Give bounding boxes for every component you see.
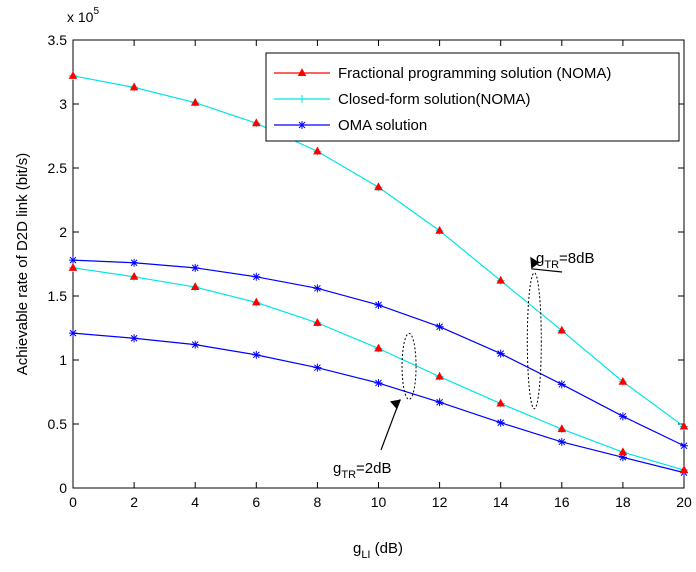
y-multiplier: x 105 [67, 6, 99, 25]
x-tick-label: 10 [371, 494, 387, 510]
data-point [618, 453, 627, 462]
data-point [68, 71, 78, 79]
y-tick-label: 3 [59, 96, 67, 112]
data-point [557, 380, 566, 389]
legend-marker [298, 95, 306, 103]
legend-label: OMA solution [338, 117, 427, 134]
y-tick-label: 2 [59, 224, 67, 240]
y-tick-label: 1.5 [48, 288, 68, 304]
axis-ticks: 0 2 4 6 8 10 12 14 16 18 20 0 0.5 1 1.5 2 2.5 3 3.5 [48, 32, 692, 510]
annotation-gtr8-sub: TR [544, 259, 559, 271]
data-point [557, 437, 566, 446]
annotation-gtr2-sub: TR [341, 469, 356, 481]
data-point [68, 263, 78, 271]
x-tick-label: 18 [615, 494, 631, 510]
annotation-layer [380, 256, 563, 451]
annotation-gtr2-ellipse [401, 332, 417, 400]
annotation-gtr8-arrow [531, 268, 563, 273]
legend-label: Closed-form solution(NOMA) [338, 91, 531, 108]
data-point [374, 300, 383, 309]
annotation-gtr2-suffix: =2dB [356, 460, 391, 477]
y-tick-label: 0.5 [48, 416, 68, 432]
x-tick-label: 2 [130, 494, 138, 510]
data-point [557, 424, 567, 433]
annotation-gtr8-label: gTR=8dB [536, 250, 594, 271]
data-point [435, 322, 444, 331]
y-multiplier-base: x 10 [67, 9, 94, 25]
data-point [130, 258, 139, 267]
data-point [496, 349, 505, 358]
x-axis-label-sub: LI [361, 549, 370, 561]
data-point [191, 340, 200, 349]
x-tick-label: 6 [252, 494, 260, 510]
y-multiplier-exp: 5 [93, 6, 99, 17]
y-tick-label: 2.5 [48, 160, 68, 176]
x-tick-label: 8 [314, 494, 322, 510]
series-layer [68, 71, 689, 477]
data-point [313, 146, 322, 155]
data-point [252, 272, 261, 281]
x-axis-label-base: g [353, 540, 361, 557]
data-point [374, 343, 383, 352]
data-point [129, 82, 139, 91]
annotation-gtr2-base: g [333, 460, 341, 477]
data-point [313, 363, 322, 372]
data-point [496, 398, 505, 407]
x-tick-label: 4 [191, 494, 199, 510]
annotation-gtr2-label: gTR=2dB [333, 460, 391, 481]
legend: Fractional programming solution (NOMA) Cl… [265, 52, 680, 142]
legend-label: Fractional programming solution (NOMA) [338, 65, 611, 82]
x-axis-label-suffix: (dB) [371, 540, 404, 557]
data-point [69, 256, 77, 265]
data-point [313, 318, 322, 326]
annotation-gtr8-base: g [536, 250, 544, 267]
x-tick-label: 14 [493, 494, 509, 510]
annotation-gtr8-arrowhead [530, 256, 540, 269]
data-point [252, 118, 261, 127]
x-tick-label: 0 [69, 494, 77, 510]
data-point [679, 421, 689, 430]
data-point [679, 465, 689, 474]
data-point [435, 398, 444, 407]
data-point [252, 350, 261, 359]
y-tick-label: 3.5 [48, 32, 68, 48]
data-point [374, 379, 383, 388]
data-point [191, 263, 200, 272]
annotation-gtr2-arrowhead [390, 399, 402, 410]
data-point [435, 371, 444, 380]
data-point [129, 271, 139, 280]
data-point [618, 412, 627, 421]
data-point [130, 334, 139, 343]
annotation-gtr8-ellipse [526, 272, 542, 410]
data-point [557, 325, 567, 334]
legend-box [265, 52, 680, 142]
data-point [374, 182, 383, 191]
data-point [496, 275, 505, 284]
x-tick-label: 20 [676, 494, 692, 510]
x-tick-label: 16 [554, 494, 570, 510]
data-point [618, 447, 628, 456]
data-point [680, 441, 688, 450]
legend-marker [297, 68, 307, 76]
y-tick-label: 1 [59, 352, 67, 368]
data-point [435, 225, 444, 234]
x-axis-label: gLI (dB) [353, 540, 403, 561]
data-point [69, 329, 77, 338]
data-point [618, 376, 628, 385]
data-point [313, 284, 322, 293]
data-point [496, 418, 505, 427]
x-tick-label: 12 [432, 494, 448, 510]
annotation-gtr8-suffix: =8dB [559, 250, 594, 267]
data-point [190, 282, 200, 291]
y-tick-label: 0 [59, 480, 67, 496]
legend-marker [298, 121, 306, 129]
data-point [252, 297, 261, 306]
y-axis-label: Achievable rate of D2D link (bit/s) [14, 153, 31, 376]
data-point [190, 97, 200, 106]
